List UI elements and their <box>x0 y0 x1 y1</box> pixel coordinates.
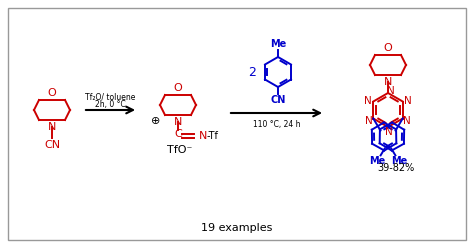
Text: 39-82%: 39-82% <box>377 163 415 173</box>
Text: 19 examples: 19 examples <box>201 223 273 233</box>
Text: N: N <box>365 116 373 125</box>
Text: Tf₂O/ toluene: Tf₂O/ toluene <box>85 93 136 101</box>
Text: Me: Me <box>270 39 286 49</box>
Text: O: O <box>47 88 56 98</box>
Text: N: N <box>48 122 56 132</box>
Text: -Tf: -Tf <box>207 131 219 141</box>
Text: N: N <box>174 117 182 127</box>
Text: N: N <box>365 95 372 105</box>
Text: N: N <box>384 77 392 87</box>
Text: N: N <box>199 131 207 141</box>
Text: Me: Me <box>369 156 385 166</box>
Text: 2: 2 <box>248 65 256 79</box>
Text: N: N <box>403 116 410 125</box>
Text: 110 °C, 24 h: 110 °C, 24 h <box>253 120 300 128</box>
Text: ⊕: ⊕ <box>151 116 161 126</box>
Text: N: N <box>404 95 411 105</box>
FancyBboxPatch shape <box>8 8 466 240</box>
Text: Me: Me <box>391 156 407 166</box>
Text: C: C <box>174 129 182 139</box>
Text: O: O <box>173 83 182 93</box>
Text: O: O <box>383 43 392 53</box>
Text: CN: CN <box>270 95 286 105</box>
Text: N: N <box>387 86 395 96</box>
Text: N: N <box>385 127 393 137</box>
Text: 2h, 0 °C: 2h, 0 °C <box>95 100 126 110</box>
Text: TfO⁻: TfO⁻ <box>167 145 193 155</box>
Text: CN: CN <box>44 140 60 150</box>
